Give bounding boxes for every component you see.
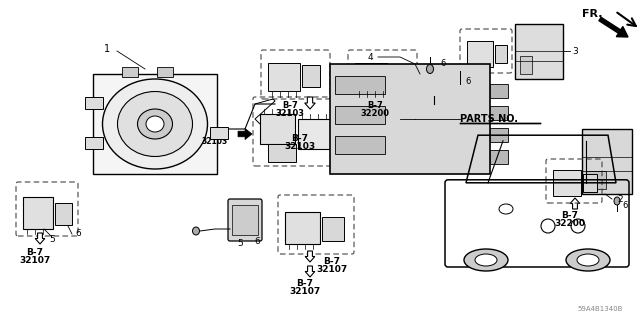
FancyBboxPatch shape (322, 217, 344, 241)
Text: B-7: B-7 (26, 248, 44, 257)
FancyBboxPatch shape (285, 212, 320, 244)
Text: B-7: B-7 (323, 257, 340, 266)
Text: 6: 6 (75, 229, 81, 239)
FancyBboxPatch shape (335, 136, 385, 154)
FancyBboxPatch shape (355, 63, 387, 91)
FancyBboxPatch shape (260, 114, 295, 144)
Text: 2: 2 (617, 195, 623, 204)
FancyBboxPatch shape (268, 144, 296, 162)
Text: 3: 3 (572, 47, 578, 56)
Polygon shape (305, 251, 315, 262)
Text: 32200: 32200 (554, 219, 586, 228)
Text: 32107: 32107 (316, 265, 348, 274)
Text: 6: 6 (440, 60, 445, 69)
Text: 32103: 32103 (202, 137, 228, 146)
FancyBboxPatch shape (302, 65, 320, 87)
Text: 6: 6 (622, 201, 627, 210)
Text: B-7: B-7 (214, 130, 228, 138)
FancyBboxPatch shape (210, 127, 228, 139)
FancyBboxPatch shape (490, 150, 508, 164)
FancyBboxPatch shape (582, 129, 632, 194)
FancyBboxPatch shape (520, 56, 532, 74)
FancyBboxPatch shape (490, 128, 508, 142)
Text: 6: 6 (465, 78, 470, 86)
Text: B-7: B-7 (561, 211, 579, 220)
Ellipse shape (193, 227, 200, 235)
FancyBboxPatch shape (85, 137, 103, 149)
FancyBboxPatch shape (232, 205, 258, 235)
FancyBboxPatch shape (490, 84, 508, 98)
FancyBboxPatch shape (586, 171, 606, 189)
Text: 59A4B1340B: 59A4B1340B (577, 306, 623, 312)
Text: 5: 5 (49, 234, 55, 243)
Text: 5: 5 (237, 239, 243, 248)
Polygon shape (305, 97, 316, 109)
Polygon shape (35, 233, 45, 244)
Polygon shape (238, 129, 252, 140)
Polygon shape (570, 198, 580, 209)
Text: PARTS NO.: PARTS NO. (460, 114, 518, 124)
Ellipse shape (118, 92, 193, 157)
FancyBboxPatch shape (23, 197, 53, 229)
FancyBboxPatch shape (228, 199, 262, 241)
Ellipse shape (464, 249, 508, 271)
Text: 32103: 32103 (284, 142, 316, 151)
FancyBboxPatch shape (55, 203, 72, 225)
Ellipse shape (102, 79, 207, 169)
Text: 32200: 32200 (360, 109, 390, 118)
Text: 6: 6 (254, 236, 260, 246)
Ellipse shape (430, 86, 438, 96)
Text: B-7: B-7 (367, 101, 383, 110)
Text: 4: 4 (367, 53, 373, 62)
FancyBboxPatch shape (268, 63, 300, 91)
FancyBboxPatch shape (515, 24, 563, 79)
FancyBboxPatch shape (298, 119, 333, 149)
FancyBboxPatch shape (335, 76, 385, 94)
Text: 32107: 32107 (19, 256, 51, 265)
Text: 32103: 32103 (275, 109, 305, 118)
FancyBboxPatch shape (467, 41, 493, 67)
Ellipse shape (566, 249, 610, 271)
FancyBboxPatch shape (335, 106, 385, 124)
FancyBboxPatch shape (157, 67, 173, 77)
FancyBboxPatch shape (93, 74, 217, 174)
Ellipse shape (138, 109, 173, 139)
FancyBboxPatch shape (490, 106, 508, 120)
Text: FR.: FR. (582, 9, 602, 19)
FancyArrow shape (599, 17, 628, 37)
Ellipse shape (577, 254, 599, 266)
Text: B-7: B-7 (296, 279, 314, 288)
Polygon shape (335, 70, 349, 81)
Polygon shape (305, 266, 315, 277)
FancyBboxPatch shape (583, 174, 597, 192)
Text: B-7: B-7 (291, 134, 308, 143)
FancyBboxPatch shape (389, 65, 407, 87)
Ellipse shape (146, 116, 164, 132)
Ellipse shape (456, 84, 464, 94)
FancyBboxPatch shape (330, 64, 490, 174)
FancyBboxPatch shape (85, 97, 103, 109)
FancyBboxPatch shape (122, 67, 138, 77)
Text: B-7: B-7 (282, 101, 298, 110)
Text: 32107: 32107 (289, 287, 321, 296)
FancyBboxPatch shape (553, 170, 581, 196)
Ellipse shape (614, 197, 620, 205)
Text: 1: 1 (104, 44, 110, 54)
Ellipse shape (475, 254, 497, 266)
Ellipse shape (426, 64, 433, 73)
FancyBboxPatch shape (495, 45, 507, 63)
